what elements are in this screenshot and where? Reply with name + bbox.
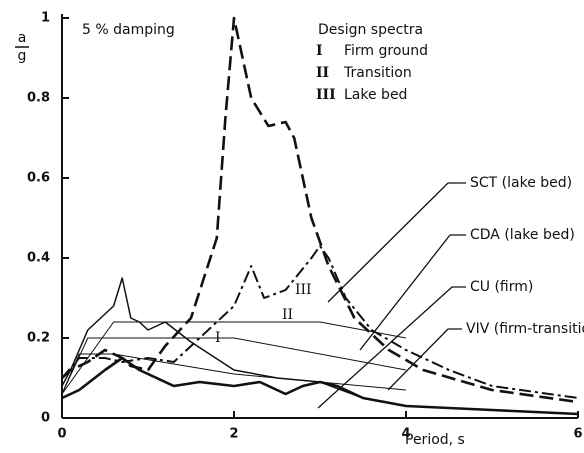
y-tick-label: 0.2 [27, 331, 50, 346]
y-tick-label: 0.8 [27, 91, 50, 106]
series-line [61, 353, 407, 395]
series-label: VIV (firm-transition) [466, 321, 584, 337]
y-tick-label: 0 [41, 411, 50, 426]
y-label-num: a [18, 30, 27, 46]
x-tick-label: 2 [229, 427, 238, 442]
y-tick-label: 1 [41, 11, 50, 26]
curve-label: III [295, 282, 312, 298]
leader-line [359, 234, 466, 351]
curve-label: I [215, 330, 221, 346]
y-tick-label: 0.4 [27, 251, 50, 266]
series-line [61, 277, 579, 415]
curve-label: II [282, 307, 293, 323]
leader-line [317, 286, 466, 409]
series-line [61, 337, 407, 395]
x-tick-label: 0 [57, 427, 66, 442]
legend-numeral: III [316, 87, 336, 103]
series-label: CU (firm) [470, 279, 533, 295]
legend-label: Firm ground [344, 43, 428, 59]
x-tick-label: 4 [401, 427, 410, 442]
series-line [61, 16, 579, 404]
series-line [61, 321, 407, 395]
series-label: SCT (lake bed) [470, 175, 572, 191]
y-tick-label: 0.6 [27, 171, 50, 186]
legend-numeral: I [316, 43, 323, 59]
legend-label: Lake bed [344, 87, 407, 103]
leader-line [327, 182, 466, 303]
legend-title: Design spectra [318, 22, 423, 38]
y-label-den: g [18, 48, 27, 64]
series-label: CDA (lake bed) [470, 227, 575, 243]
x-tick-label: 6 [573, 427, 582, 442]
leader-line [387, 328, 462, 391]
legend-numeral: II [316, 65, 329, 81]
x-label: Period, s [405, 432, 465, 448]
annotation: 5 % damping [82, 22, 175, 38]
legend-label: Transition [343, 65, 412, 81]
